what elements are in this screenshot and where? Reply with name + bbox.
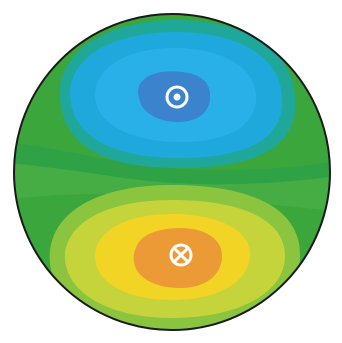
cross-stroke-b [173, 247, 189, 263]
disk-outline [13, 13, 331, 331]
dot-in-circle-center [173, 93, 181, 101]
middle-green-band-upper [14, 140, 330, 185]
cross-in-circle-icon [169, 243, 193, 267]
cross-in-circle-ring [169, 243, 193, 267]
dot-in-circle-icon [165, 85, 189, 109]
dot-in-circle-ring [165, 85, 189, 109]
